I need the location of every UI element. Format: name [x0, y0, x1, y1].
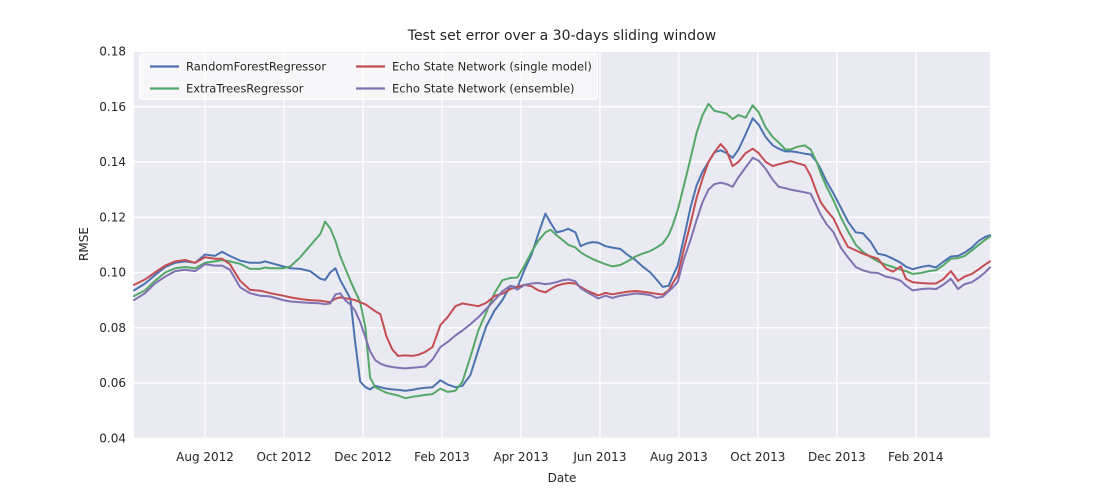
x-tick-label: Jun 2013 — [572, 450, 626, 464]
series-line-3 — [133, 143, 991, 357]
series-line-4 — [133, 156, 991, 370]
x-tick-label: Oct 2012 — [256, 450, 311, 464]
legend-box — [139, 53, 598, 100]
series-line-2 — [133, 102, 991, 400]
x-tick-label: Feb 2014 — [888, 450, 944, 464]
y-tick-label: 0.14 — [99, 155, 126, 169]
y-tick-label: 0.08 — [99, 321, 126, 335]
y-tick-label: 0.18 — [99, 45, 126, 59]
y-tick-label: 0.10 — [99, 266, 126, 280]
x-tick-label: Apr 2013 — [493, 450, 548, 464]
y-tick-label: 0.04 — [99, 432, 126, 446]
y-tick-label: 0.12 — [99, 210, 126, 224]
series-line-1 — [133, 117, 991, 392]
x-tick-label: Aug 2013 — [650, 450, 708, 464]
y-tick-label: 0.06 — [99, 376, 126, 390]
legend-label: Echo State Network (single model) — [392, 60, 592, 74]
x-tick-label: Feb 2013 — [414, 450, 470, 464]
plot-area — [134, 51, 990, 439]
x-tick-label: Aug 2012 — [176, 450, 234, 464]
y-tick-label: 0.16 — [99, 100, 126, 114]
x-tick-label: Dec 2013 — [808, 450, 866, 464]
x-tick-label: Dec 2012 — [334, 450, 392, 464]
x-axis-label: Date — [548, 471, 577, 485]
legend-label: RandomForestRegressor — [186, 60, 326, 74]
legend-label: Echo State Network (ensemble) — [392, 82, 575, 96]
y-axis-label: RMSE — [77, 227, 91, 261]
chart-title: Test set error over a 30-days sliding wi… — [407, 28, 716, 44]
legend-label: ExtraTreesRegressor — [186, 82, 304, 96]
x-tick-label: Oct 2013 — [730, 450, 785, 464]
